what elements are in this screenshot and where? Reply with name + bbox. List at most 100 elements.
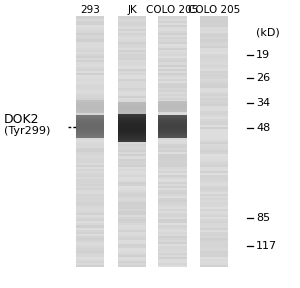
Bar	[118, 129, 146, 130]
Bar	[118, 119, 146, 121]
Bar	[76, 202, 104, 204]
Bar	[118, 190, 146, 192]
Bar	[76, 94, 104, 96]
Bar	[118, 232, 146, 234]
Bar	[158, 102, 187, 103]
Bar	[158, 107, 187, 108]
Bar	[76, 129, 104, 131]
Bar	[118, 213, 146, 215]
Bar	[158, 162, 187, 165]
Bar	[118, 109, 146, 110]
Bar	[118, 24, 146, 27]
Bar	[118, 156, 146, 159]
Bar	[158, 107, 187, 108]
Bar	[200, 104, 228, 106]
Bar	[76, 115, 104, 116]
Bar	[76, 109, 104, 110]
Bar	[118, 138, 146, 139]
Bar	[76, 89, 104, 92]
Bar	[76, 121, 104, 123]
Bar	[158, 259, 187, 261]
Bar	[76, 169, 104, 171]
Bar	[76, 160, 104, 163]
Bar	[76, 213, 104, 215]
Bar	[118, 41, 146, 43]
Bar	[158, 29, 187, 31]
Bar	[200, 33, 228, 35]
Bar	[76, 246, 104, 249]
Text: 85: 85	[256, 213, 270, 223]
Bar	[200, 31, 228, 33]
Bar	[158, 130, 187, 131]
Bar	[76, 107, 104, 108]
Bar	[76, 81, 104, 83]
Bar	[76, 223, 104, 226]
Bar	[76, 29, 104, 31]
Bar	[158, 171, 187, 173]
Bar	[118, 200, 146, 202]
Bar	[76, 108, 104, 109]
Bar	[200, 24, 228, 27]
Bar	[200, 265, 228, 267]
Bar	[76, 133, 104, 136]
Bar	[200, 20, 228, 23]
Bar	[118, 124, 146, 125]
Bar	[118, 248, 146, 251]
Bar	[118, 116, 146, 117]
Bar	[158, 125, 187, 127]
Bar	[158, 110, 187, 113]
Bar	[118, 131, 146, 134]
Bar	[118, 131, 146, 132]
Bar	[118, 150, 146, 152]
Bar	[76, 219, 104, 221]
Bar	[158, 66, 187, 69]
Bar	[76, 116, 104, 119]
Bar	[118, 124, 146, 125]
Text: 117: 117	[256, 241, 277, 251]
Bar	[76, 150, 104, 152]
Bar	[158, 117, 187, 118]
Bar	[76, 108, 104, 109]
Bar	[118, 106, 146, 107]
Bar	[118, 73, 146, 75]
Bar	[200, 169, 228, 171]
Bar	[158, 16, 187, 267]
Bar	[76, 123, 104, 124]
Bar	[200, 164, 228, 167]
Bar	[200, 232, 228, 234]
Bar	[76, 131, 104, 132]
Bar	[118, 164, 146, 167]
Bar	[118, 139, 146, 142]
Bar	[118, 115, 146, 116]
Bar	[118, 217, 146, 219]
Bar	[158, 102, 187, 104]
Bar	[200, 43, 228, 46]
Bar	[76, 131, 104, 132]
Bar	[76, 26, 104, 29]
Bar	[158, 179, 187, 181]
Bar	[118, 196, 146, 198]
Bar	[158, 215, 187, 217]
Bar	[118, 77, 146, 79]
Bar	[118, 238, 146, 240]
Bar	[200, 179, 228, 181]
Bar	[158, 187, 187, 190]
Bar	[76, 104, 104, 106]
Bar	[76, 103, 104, 104]
Bar	[76, 211, 104, 213]
Bar	[76, 16, 104, 267]
Bar	[200, 250, 228, 253]
Bar	[76, 75, 104, 77]
Bar	[158, 43, 187, 46]
Bar	[76, 77, 104, 79]
Bar	[118, 219, 146, 221]
Bar	[76, 133, 104, 134]
Bar	[200, 137, 228, 140]
Bar	[76, 261, 104, 263]
Bar	[118, 160, 146, 163]
Bar	[200, 234, 228, 236]
Bar	[158, 120, 187, 121]
Bar	[200, 160, 228, 163]
Bar	[76, 103, 104, 104]
Bar	[200, 154, 228, 156]
